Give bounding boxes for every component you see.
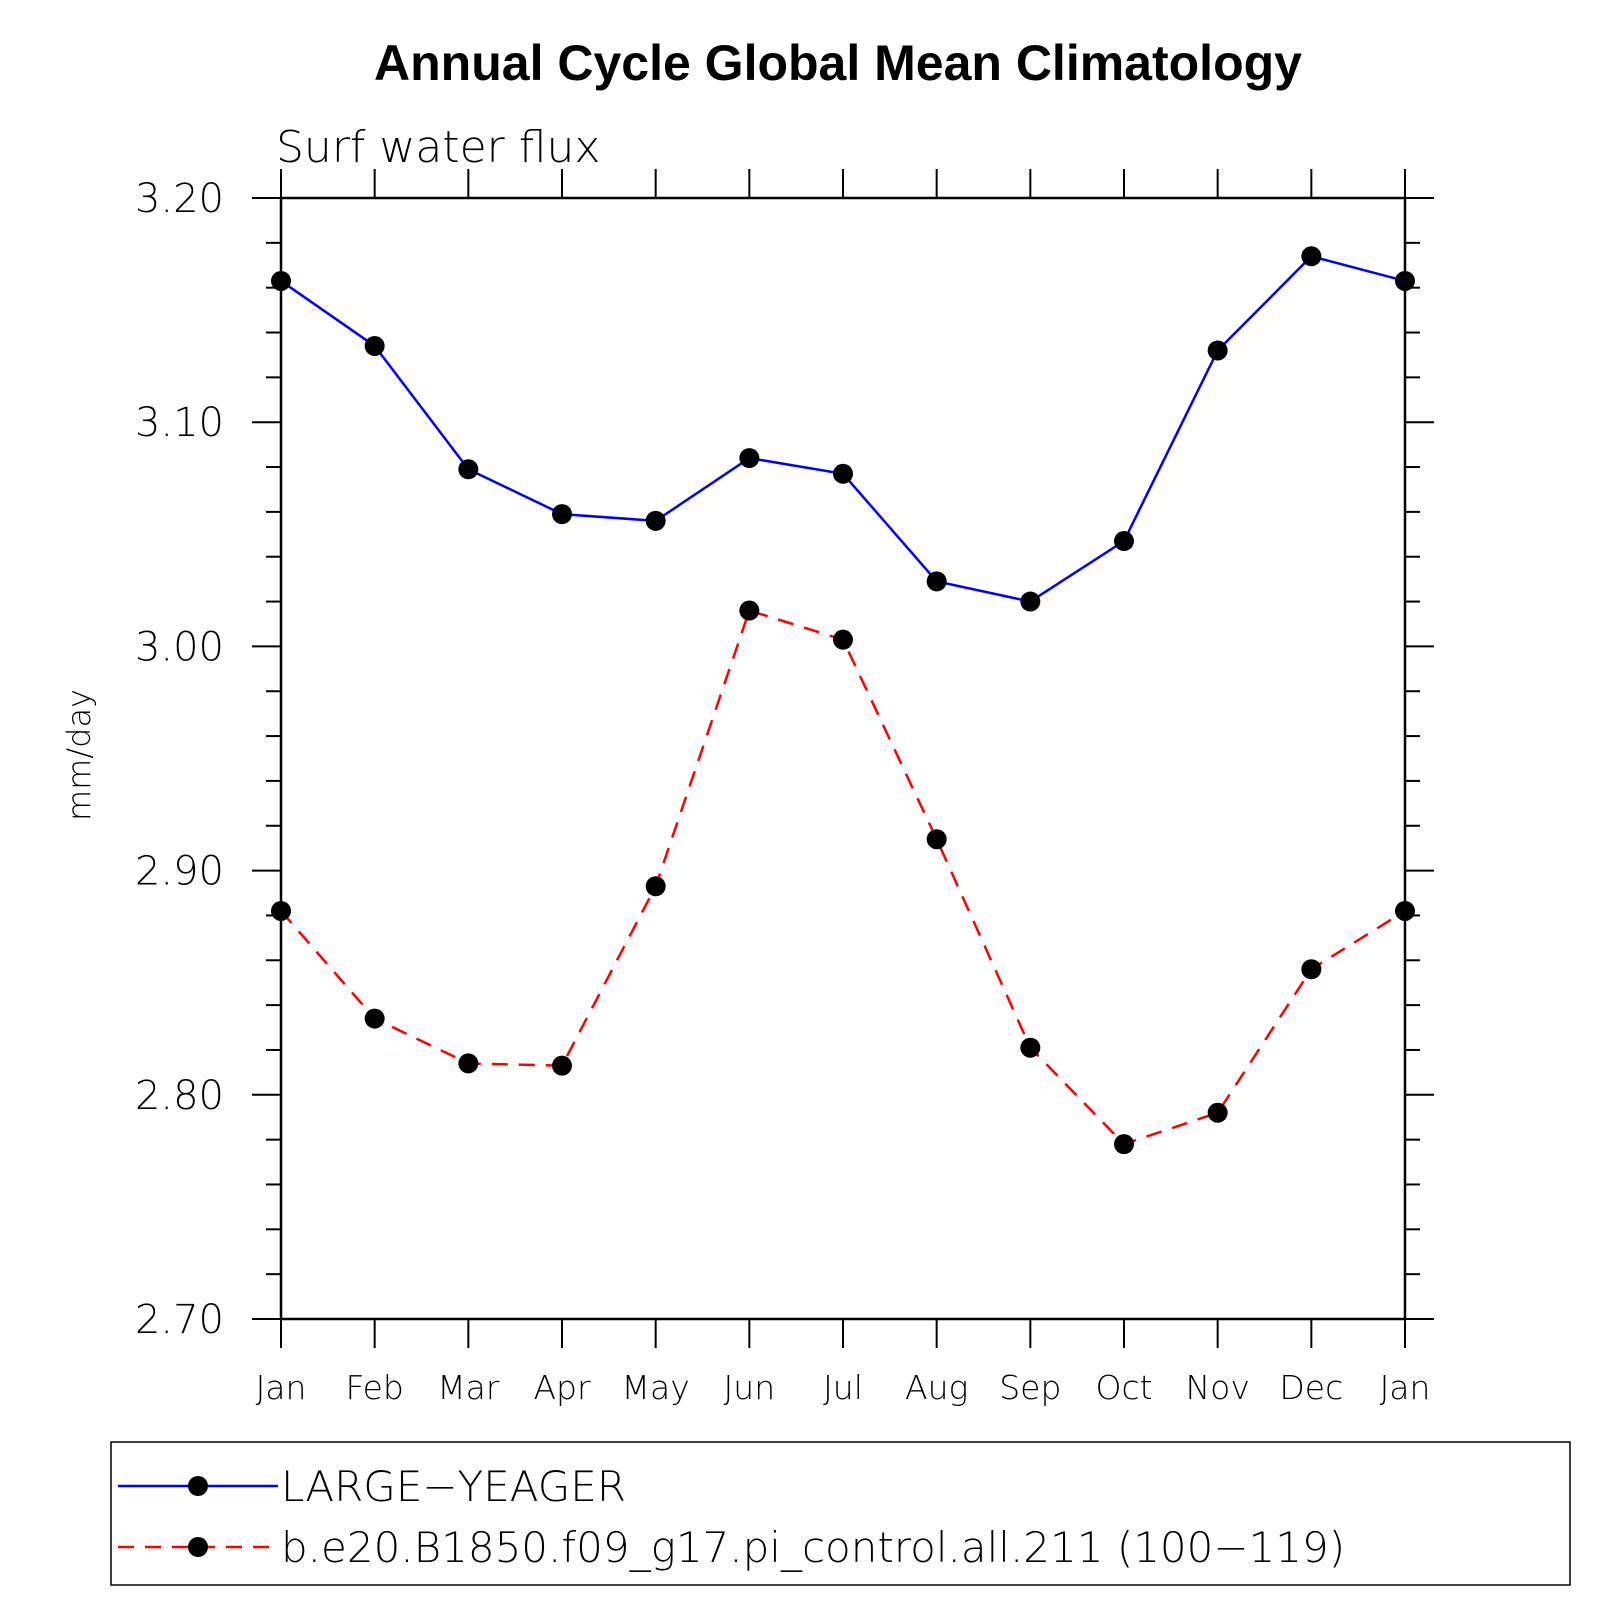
series-1-point [645, 510, 666, 531]
x-tick-label: Feb [345, 1368, 403, 1407]
x-tick-label: Sep [999, 1368, 1061, 1407]
series-line-1 [280, 254, 1406, 603]
y-tick-label: 2.70 [135, 1297, 224, 1343]
x-tick-label: Aug [905, 1368, 968, 1407]
plot-axes: 2.70 2.80 2.90 3.00 3.10 3.20 Jan Feb Mar Apr May J… [135, 169, 1434, 1407]
y-tick-label: 2.80 [135, 1073, 224, 1119]
series-1-point [1114, 531, 1134, 552]
x-tick-label: Nov [1185, 1368, 1249, 1407]
series-2-point [458, 1053, 479, 1074]
y-tick-label: 3.10 [135, 400, 224, 446]
series-2-point [1207, 1102, 1228, 1123]
series-1-point [1207, 340, 1228, 361]
x-tick-label: Oct [1095, 1368, 1152, 1407]
y-axis-label: mm/day [60, 689, 98, 821]
series-2-point [926, 829, 947, 850]
series-1-point [458, 459, 479, 480]
legend: LARGE−YEAGER b.e20.B1850.f09_g17.pi_cont… [110, 1441, 1571, 1586]
series-1-point [1395, 270, 1415, 291]
series-layer [271, 246, 1415, 1155]
series-line-2 [280, 608, 1406, 1146]
x-tick-label: Jun [724, 1368, 776, 1407]
series-2-point [645, 876, 666, 897]
x-tick-label: May [622, 1368, 690, 1407]
series-1-point [1020, 591, 1041, 612]
series-1-point [271, 270, 291, 291]
series-2-point [552, 1055, 572, 1076]
chart-subtitle: Surf water flux [276, 122, 600, 173]
legend-marker-series-1 [188, 1476, 208, 1496]
y-tick-label: 3.20 [135, 176, 224, 222]
series-1-point [833, 463, 853, 484]
x-tick-label: Mar [437, 1368, 500, 1407]
x-tick-label: Jan [1380, 1368, 1431, 1407]
legend-frame [110, 1441, 1571, 1586]
series-2-point [364, 1008, 385, 1029]
x-tick-label: Jul [823, 1368, 863, 1407]
series-1-point [926, 571, 947, 592]
plot-frame [279, 196, 1407, 1321]
series-1-point [552, 504, 572, 525]
legend-label-series-2: b.e20.B1850.f09_g17.pi_control.all.211 (… [281, 1523, 1345, 1572]
chart-title: Annual Cycle Global Mean Climatology [374, 35, 1302, 91]
series-2-point [1301, 959, 1322, 980]
y-tick-label: 3.00 [135, 624, 224, 670]
x-tick-label: Apr [533, 1368, 591, 1407]
series-2-point [271, 900, 291, 921]
x-tick-label: Jan [256, 1368, 307, 1407]
series-1-point [1301, 246, 1322, 267]
legend-marker-series-2 [188, 1537, 208, 1557]
series-1-point [364, 335, 385, 356]
series-2-point [1114, 1134, 1134, 1155]
x-tick-label: Dec [1279, 1368, 1343, 1407]
y-tick-label: 2.90 [135, 849, 224, 895]
series-2-point [1020, 1037, 1041, 1058]
legend-label-series-1: LARGE−YEAGER [281, 1462, 626, 1511]
series-2-point [739, 600, 760, 621]
series-2-point [1395, 900, 1415, 921]
series-1-point [739, 448, 760, 469]
series-2-point [833, 629, 853, 650]
